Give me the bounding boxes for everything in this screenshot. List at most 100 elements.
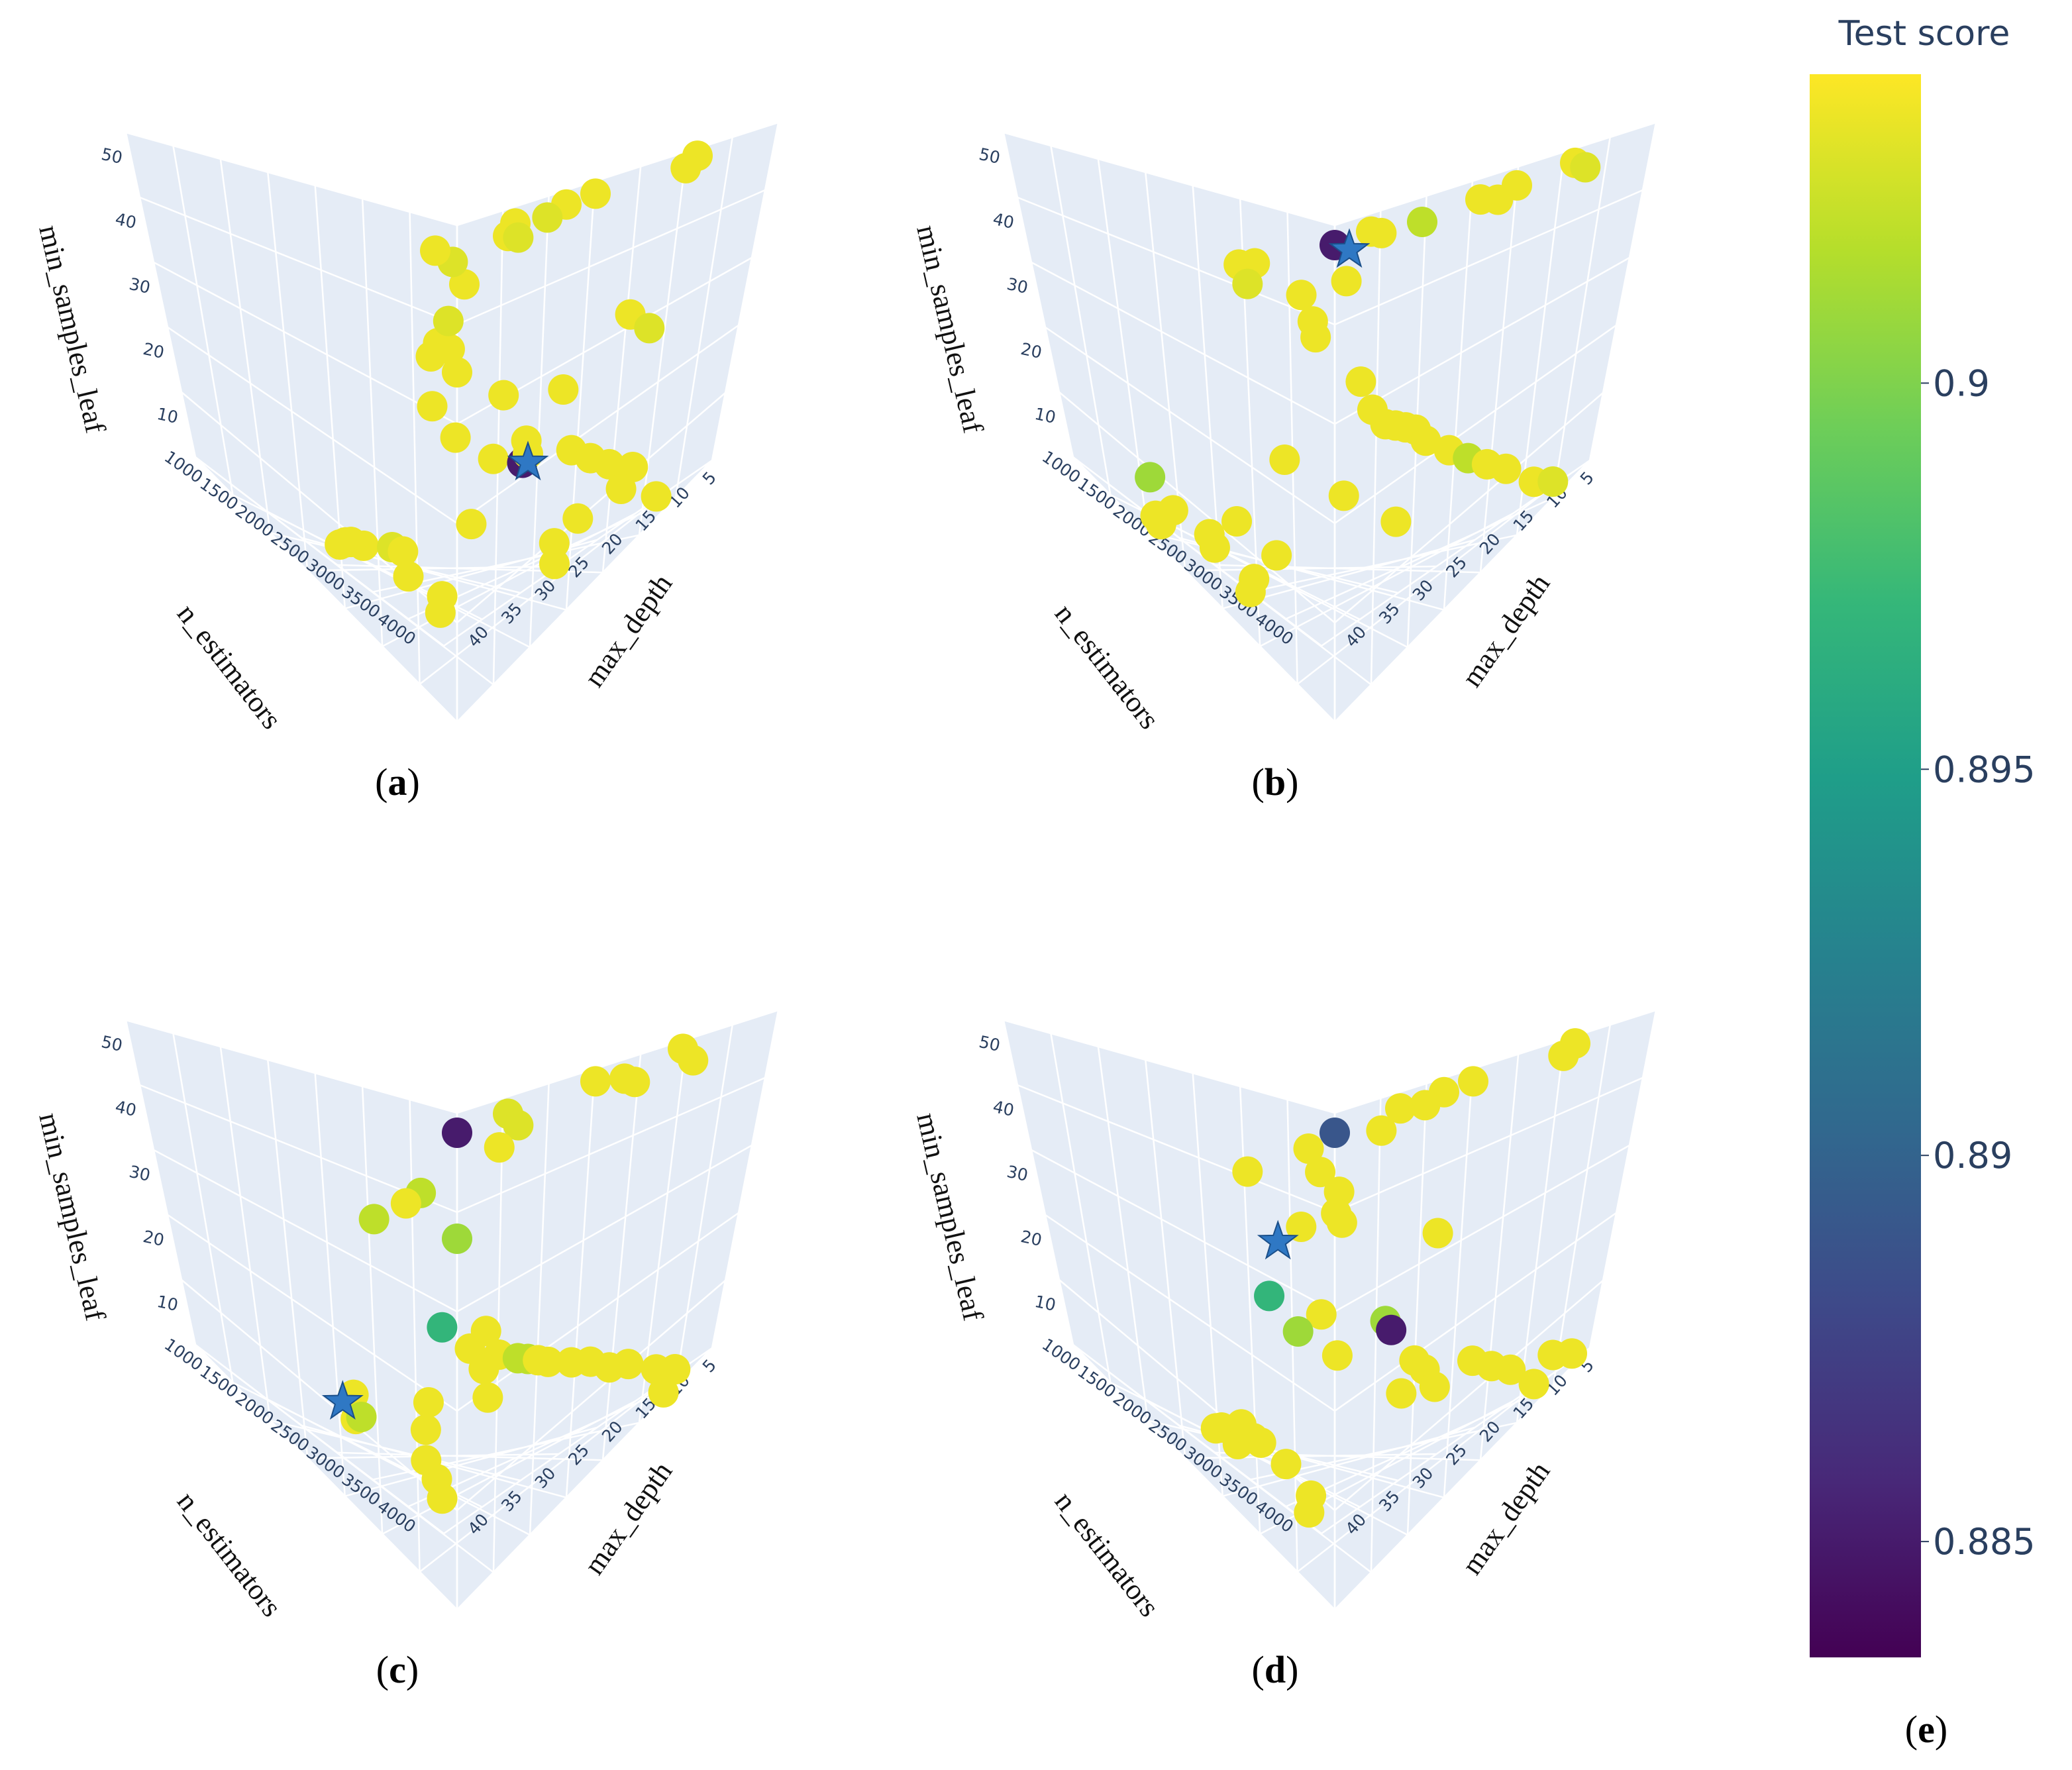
data-point (393, 561, 424, 592)
data-point (548, 374, 579, 405)
data-point (413, 1387, 444, 1418)
colorbar-tick-label: 0.9 (1933, 362, 1990, 404)
data-point (580, 178, 611, 209)
panel-a: 1020304050100015002000250030003500400051… (32, 121, 780, 804)
data-point (1282, 1316, 1314, 1347)
z-tick-label: 10 (1033, 1292, 1057, 1315)
z-tick-label: 10 (1033, 404, 1057, 427)
data-point (433, 305, 464, 337)
colorbar-tick-label: 0.89 (1933, 1135, 2012, 1176)
z-tick-label: 40 (991, 209, 1015, 233)
x-axis-title: n_estimators (171, 598, 288, 735)
data-point (449, 269, 480, 300)
data-point (1232, 268, 1263, 299)
data-point (503, 1110, 534, 1141)
data-point (1380, 506, 1412, 537)
data-point (1518, 1369, 1549, 1400)
data-point (533, 1346, 564, 1377)
data-point (562, 503, 594, 534)
gridlines (125, 121, 780, 723)
data-point (1376, 1314, 1407, 1345)
colorbar-title: Test score (1838, 14, 2010, 54)
data-point (1366, 217, 1397, 248)
data-point (1407, 207, 1437, 238)
data-point (648, 1377, 679, 1408)
data-point (1502, 170, 1532, 201)
data-point (388, 536, 419, 567)
data-point (346, 1401, 377, 1432)
data-point (442, 357, 472, 388)
data-point (1419, 1371, 1450, 1402)
z-tick-label: 40 (113, 1097, 138, 1120)
data-point (594, 448, 625, 480)
z-tick-label: 20 (141, 339, 166, 362)
colorbar: Test score 0.9 0.895 0.89 0.885 (e) (1810, 14, 2036, 1751)
data-point (1366, 1115, 1397, 1146)
data-point (1557, 1338, 1587, 1369)
data-point (1385, 1093, 1416, 1124)
z-tick-label: 20 (1019, 339, 1043, 362)
data-point (456, 509, 487, 540)
data-point (1495, 1354, 1526, 1385)
z-tick-label: 30 (127, 1162, 152, 1185)
data-point (1458, 1066, 1488, 1097)
data-point (468, 1353, 499, 1384)
gridlines (125, 1009, 780, 1610)
data-point (1537, 466, 1569, 497)
colorbar-tick-label: 0.885 (1933, 1521, 2036, 1563)
data-point (1270, 1449, 1302, 1480)
data-point (1222, 1429, 1253, 1460)
data-point (1320, 1118, 1350, 1148)
data-points (1200, 1028, 1590, 1528)
data-point (415, 341, 446, 372)
y-axis-title: max_depth (1455, 568, 1556, 693)
data-point (1490, 453, 1522, 484)
data-point (1305, 1157, 1336, 1188)
z-axis-title: min_samples_leaf (32, 1110, 112, 1324)
colorbar-tick-label: 0.895 (1933, 749, 2036, 790)
data-point (1135, 462, 1166, 493)
panel-label-d: (d) (1252, 1648, 1299, 1691)
data-point (1254, 1280, 1285, 1312)
z-tick-label: 20 (1019, 1227, 1043, 1250)
z-tick-label: 30 (1005, 1162, 1029, 1185)
data-point (660, 1353, 691, 1384)
z-tick-label: 10 (155, 404, 180, 427)
y-axis-title: max_depth (578, 1456, 678, 1581)
data-point (440, 422, 471, 453)
data-point (1345, 366, 1376, 397)
x-axis-title: n_estimators (171, 1485, 288, 1622)
data-point (484, 1132, 515, 1163)
z-tick-label: 30 (127, 274, 152, 297)
data-point (1269, 444, 1300, 475)
data-point (425, 597, 456, 628)
data-point (390, 1188, 421, 1219)
data-point (634, 313, 665, 344)
data-point (488, 380, 519, 411)
data-point (511, 425, 542, 456)
z-tick-label: 50 (977, 144, 1002, 168)
data-point (1410, 425, 1441, 456)
data-point (478, 443, 509, 474)
panel-d: 1020304050100015002000250030003500400051… (910, 1009, 1657, 1691)
z-tick-label: 50 (99, 1032, 124, 1055)
panel-b: 1020304050100015002000250030003500400051… (910, 121, 1657, 804)
panel-label-a: (a) (375, 760, 420, 804)
data-points (338, 1033, 709, 1514)
data-point (1328, 480, 1359, 511)
best-point-star (1328, 228, 1371, 268)
data-point (325, 529, 356, 560)
panel-label-e: (e) (1905, 1708, 1947, 1751)
data-point (1199, 532, 1230, 563)
panel-label-b: (b) (1252, 760, 1299, 804)
z-tick-label: 10 (155, 1292, 180, 1315)
z-axis-title: min_samples_leaf (910, 222, 990, 436)
x-axis-title: n_estimators (1049, 1485, 1166, 1622)
z-tick-label: 30 (1005, 274, 1029, 297)
data-point (1297, 306, 1328, 337)
panel-c: 1020304050100015002000250030003500400051… (32, 1009, 780, 1691)
y-axis-title: max_depth (1455, 1456, 1556, 1581)
data-point (1145, 509, 1176, 540)
data-point (1221, 506, 1253, 537)
